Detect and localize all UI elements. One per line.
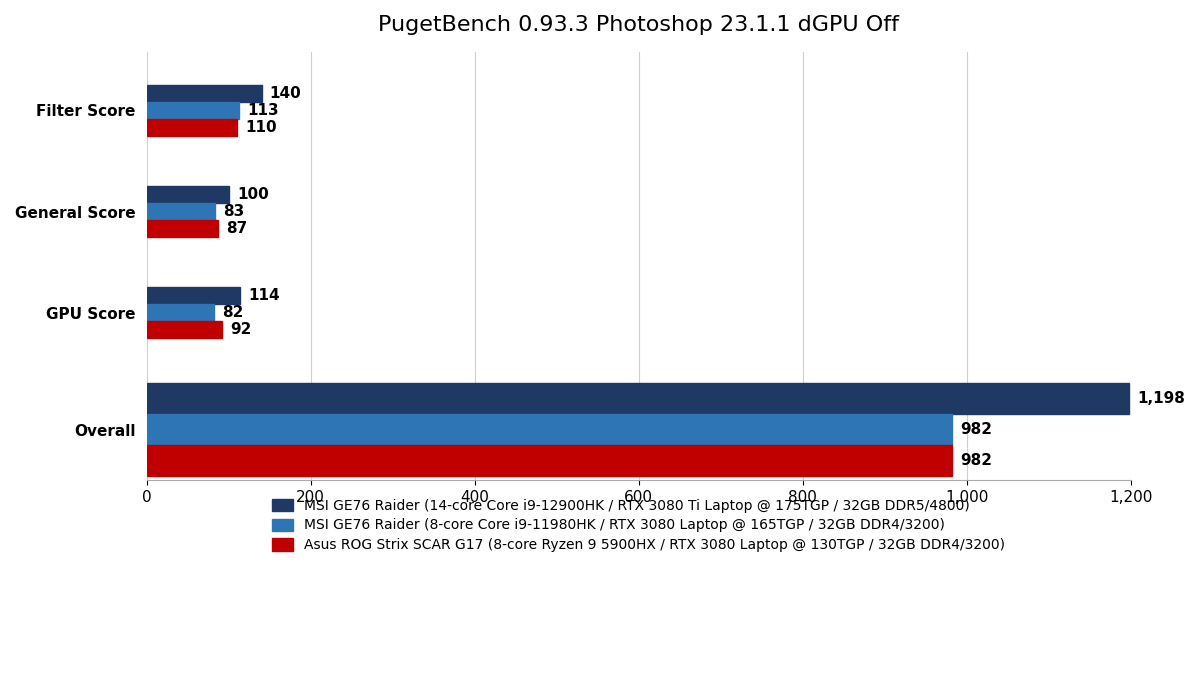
Title: PugetBench 0.93.3 Photoshop 23.1.1 dGPU Off: PugetBench 0.93.3 Photoshop 23.1.1 dGPU … <box>378 15 899 35</box>
Bar <box>146 102 240 119</box>
Text: 982: 982 <box>960 422 992 437</box>
Bar <box>146 321 222 338</box>
Bar <box>146 287 240 304</box>
Bar <box>146 203 215 220</box>
Text: 92: 92 <box>230 323 252 338</box>
Legend: MSI GE76 Raider (14-core Core i9-12900HK / RTX 3080 Ti Laptop @ 175TGP / 32GB DD: MSI GE76 Raider (14-core Core i9-12900HK… <box>265 492 1013 559</box>
Bar <box>146 445 952 476</box>
Text: 110: 110 <box>245 120 277 135</box>
Text: 114: 114 <box>248 288 280 303</box>
Bar <box>146 186 229 203</box>
Text: 113: 113 <box>247 103 280 118</box>
Text: 982: 982 <box>960 454 992 469</box>
Text: 1,198: 1,198 <box>1138 391 1186 406</box>
Bar <box>146 85 262 102</box>
Text: 100: 100 <box>236 187 269 202</box>
Bar <box>146 414 952 445</box>
Bar <box>146 383 1129 414</box>
Text: 82: 82 <box>222 306 244 321</box>
Bar <box>146 119 236 136</box>
Text: 140: 140 <box>270 86 301 101</box>
Bar <box>146 220 218 237</box>
Bar <box>146 304 214 321</box>
Text: 83: 83 <box>223 204 245 219</box>
Text: 87: 87 <box>227 221 247 236</box>
